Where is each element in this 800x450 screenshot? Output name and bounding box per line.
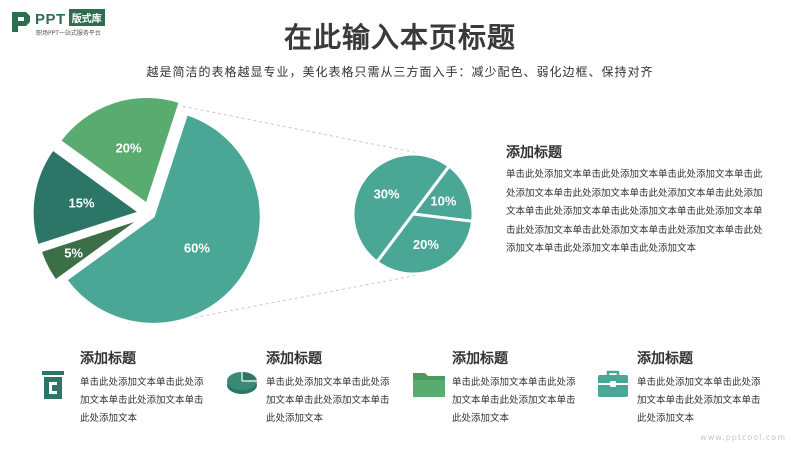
side-body-text: 单击此处添加文本单击此处添加文本单击此处添加文本单击此处添加文本单击此处添加文本… [506, 169, 763, 254]
pie-slice [375, 212, 475, 276]
feature-item: 添加标题 单击此处添加文本单击此处添加文本单击此处添加文本单击此处添加文本 [597, 348, 777, 428]
feature-body-text: 单击此处添加文本单击此处添加文本单击此处添加文本单击此处添加文本 [637, 377, 761, 424]
logo-badge: 版式库 [68, 9, 105, 26]
feature-heading: 添加标题 [80, 351, 136, 367]
feature-heading: 添加标题 [266, 351, 322, 367]
feature-heading: 添加标题 [452, 351, 508, 367]
logo-tagline: 职场PPT一站式服务平台 [36, 30, 101, 37]
feature-heading: 添加标题 [637, 351, 693, 367]
main-pie-chart: 60% 5% 15% 20% [30, 94, 263, 326]
logo-name: PPT [35, 11, 66, 28]
pie-chart-icon [227, 372, 257, 394]
detail-pie-chart: 10% 20% 30% [351, 152, 475, 276]
feature-body-text: 单击此处添加文本单击此处添加文本单击此处添加文本单击此处添加文本 [80, 377, 204, 424]
logo-mark-icon [12, 12, 30, 32]
pie-slice [351, 152, 451, 264]
feature-item: 添加标题 单击此处添加文本单击此处添加文本单击此处添加文本单击此处添加文本 [40, 348, 220, 428]
watermark: www.pptcool.com [700, 433, 786, 442]
feature-body-text: 单击此处添加文本单击此处添加文本单击此处添加文本单击此处添加文本 [452, 377, 576, 424]
side-heading: 添加标题 [506, 145, 562, 161]
pie-slice-label: 15% [68, 196, 94, 211]
trash-bin-icon [42, 371, 64, 399]
pie-slice [58, 94, 182, 206]
logo-text: PPT 版式库 [35, 9, 105, 28]
pie-slice-label: 30% [374, 187, 400, 202]
page-title: 在此输入本页标题 [283, 21, 516, 54]
feature-item: 添加标题 单击此处添加文本单击此处添加文本单击此处添加文本单击此处添加文本 [412, 348, 592, 428]
folder-icon [413, 373, 445, 397]
pie-slice-label: 10% [430, 194, 456, 209]
pie-slice [411, 164, 475, 223]
briefcase-icon [598, 370, 628, 397]
pie-slice-label: 20% [413, 237, 439, 252]
feature-body-text: 单击此处添加文本单击此处添加文本单击此处添加文本单击此处添加文本 [266, 377, 390, 424]
pie-slice [38, 216, 145, 283]
feature-item: 添加标题 单击此处添加文本单击此处添加文本单击此处添加文本单击此处添加文本 [226, 348, 406, 428]
pie-slice-label: 60% [184, 241, 210, 256]
pie-slice [64, 112, 263, 326]
page-subtitle: 越是简洁的表格越显专业，美化表格只需从三方面入手：减少配色、弱化边框、保持对齐 [146, 65, 654, 79]
pie-slice-label: 5% [64, 245, 83, 260]
pie-slice [30, 147, 142, 248]
pie-slice-label: 20% [116, 141, 142, 156]
